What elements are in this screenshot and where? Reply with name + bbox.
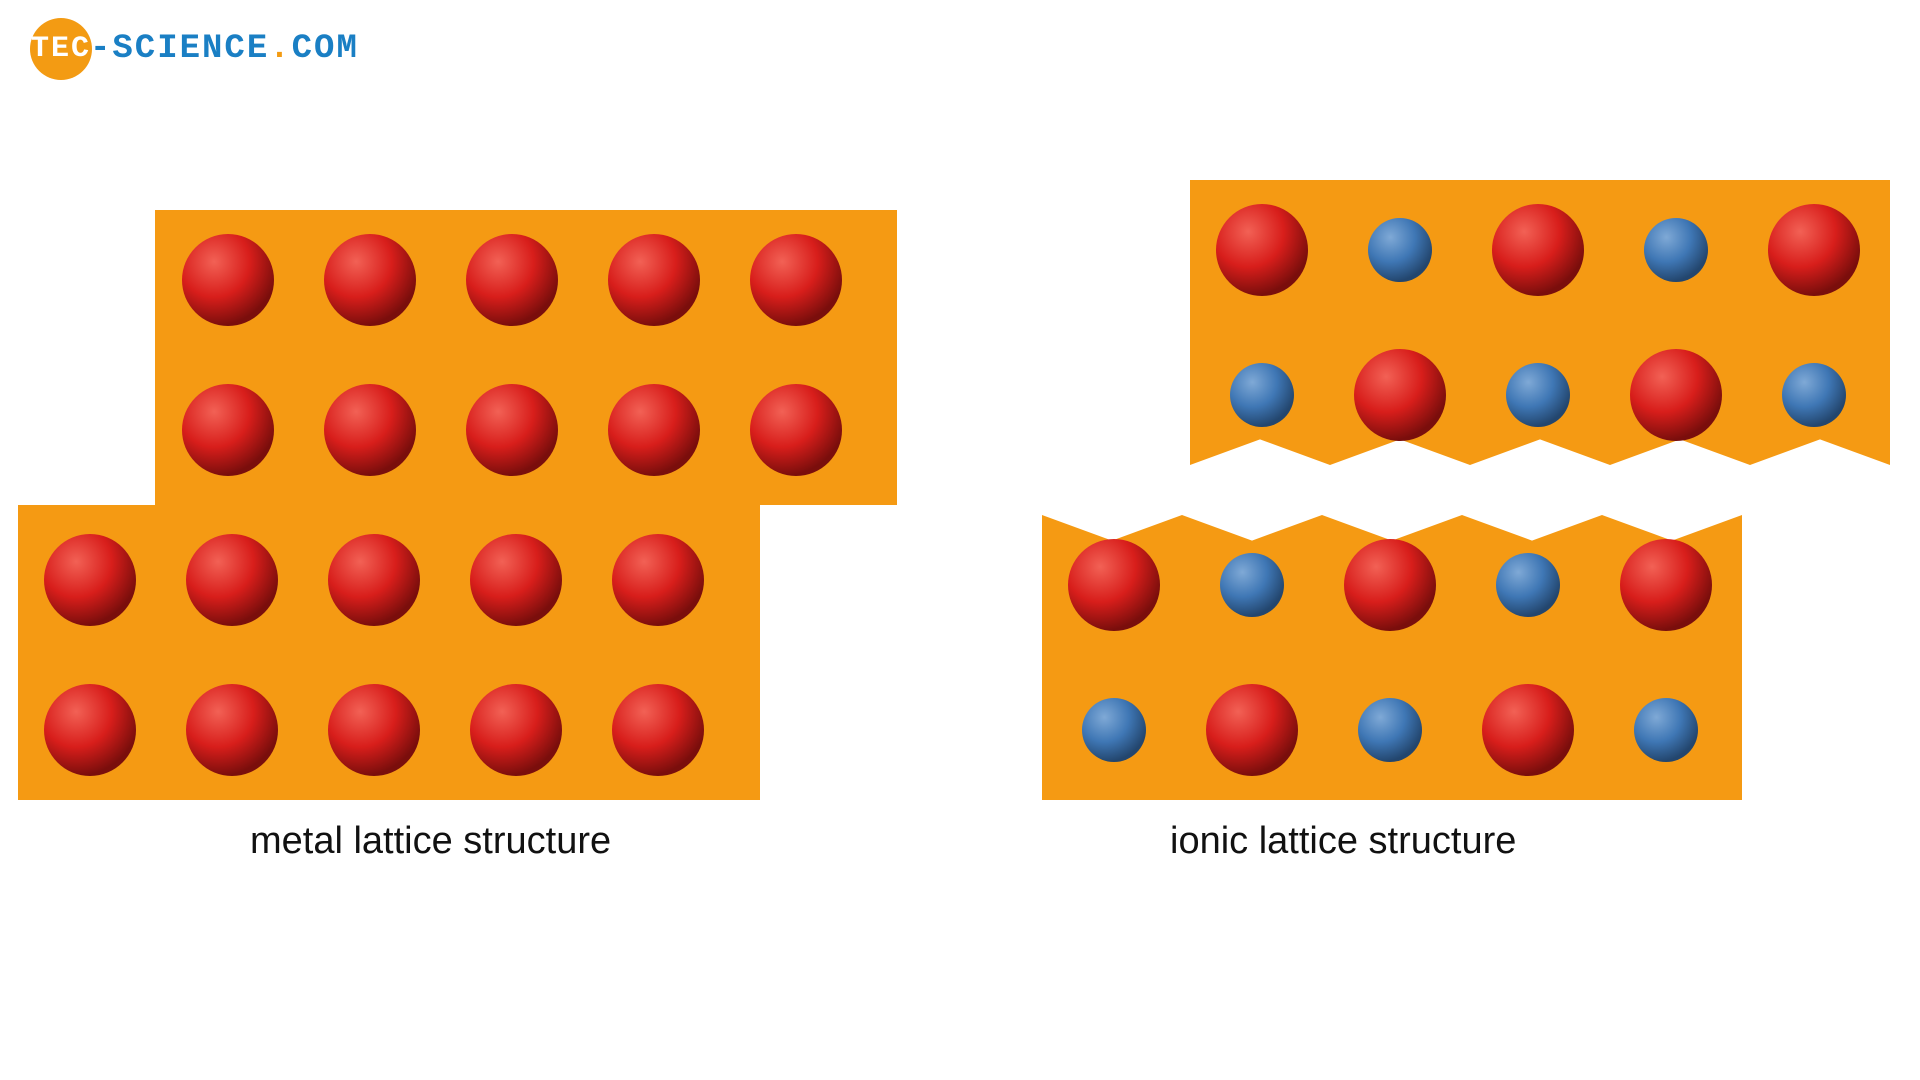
- blue-atom: [1358, 698, 1422, 762]
- red-atom: [1630, 349, 1722, 441]
- red-atom: [1216, 204, 1308, 296]
- red-atom: [1492, 204, 1584, 296]
- red-atom: [328, 684, 420, 776]
- logo-text: -SCIENCE.COM: [90, 30, 359, 68]
- red-atom: [608, 384, 700, 476]
- blue-atom: [1230, 363, 1294, 427]
- ionic-caption: ionic lattice structure: [1170, 820, 1516, 863]
- red-atom: [186, 684, 278, 776]
- blue-atom: [1082, 698, 1146, 762]
- ionic-bottom-block: [1042, 515, 1742, 800]
- blue-atom: [1496, 553, 1560, 617]
- blue-atom: [1644, 218, 1708, 282]
- red-atom: [470, 534, 562, 626]
- red-atom: [612, 534, 704, 626]
- red-atom: [44, 684, 136, 776]
- red-atom: [182, 384, 274, 476]
- red-atom: [750, 234, 842, 326]
- ionic-top-block: [1190, 180, 1890, 465]
- logo-circle: TEC: [30, 18, 92, 80]
- diagram-canvas: [0, 0, 1920, 1080]
- red-atom: [1206, 684, 1298, 776]
- red-atom: [1482, 684, 1574, 776]
- red-atom: [750, 384, 842, 476]
- metal-caption: metal lattice structure: [250, 820, 611, 863]
- red-atom: [1768, 204, 1860, 296]
- site-logo: TEC -SCIENCE.COM: [30, 18, 359, 80]
- red-atom: [328, 534, 420, 626]
- blue-atom: [1368, 218, 1432, 282]
- blue-atom: [1782, 363, 1846, 427]
- blue-atom: [1634, 698, 1698, 762]
- red-atom: [466, 384, 558, 476]
- red-atom: [1344, 539, 1436, 631]
- red-atom: [1354, 349, 1446, 441]
- lattice-block: [155, 210, 897, 505]
- red-atom: [470, 684, 562, 776]
- red-atom: [324, 234, 416, 326]
- red-atom: [612, 684, 704, 776]
- red-atom: [182, 234, 274, 326]
- red-atom: [44, 534, 136, 626]
- red-atom: [466, 234, 558, 326]
- blue-atom: [1220, 553, 1284, 617]
- red-atom: [324, 384, 416, 476]
- lattice-block: [18, 505, 760, 800]
- red-atom: [608, 234, 700, 326]
- red-atom: [186, 534, 278, 626]
- red-atom: [1068, 539, 1160, 631]
- red-atom: [1620, 539, 1712, 631]
- blue-atom: [1506, 363, 1570, 427]
